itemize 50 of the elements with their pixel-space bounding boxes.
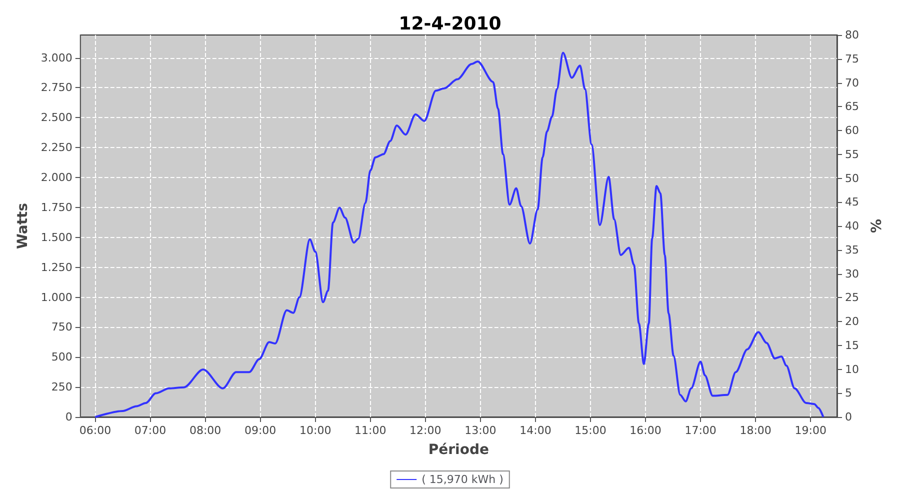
y-tick-label: 2.500: [40, 111, 72, 124]
line-series: [94, 52, 824, 418]
legend-label: ( 15,970 kWh ): [422, 473, 504, 486]
y-axis-title: Watts: [15, 202, 31, 250]
x-tick-label: 07:00: [134, 424, 166, 437]
y-tick-label: 3.000: [40, 51, 72, 64]
y2-tick-label: 70: [845, 76, 859, 90]
y2-tick-label: 10: [845, 362, 859, 376]
x-tick-label: 10:00: [300, 424, 332, 437]
x-tick-label: 16:00: [630, 424, 662, 437]
x-tick-label: 13:00: [464, 424, 496, 437]
y2-tick-label: 80: [845, 28, 859, 42]
y-tick-label: 1.750: [40, 200, 72, 214]
y2-tick-label: 30: [845, 267, 859, 280]
y-tick-label: 0: [65, 410, 72, 424]
x-tick-label: 14:00: [520, 424, 552, 437]
x-tick-label: 19:00: [794, 424, 826, 437]
y2-tick-label: 20: [845, 315, 859, 328]
y-tick-label: 750: [51, 320, 72, 334]
x-axis-title: Période: [428, 442, 489, 458]
y-tick-label: 1.000: [40, 290, 72, 304]
y2-tick-label: 0: [845, 410, 852, 424]
y-tick-label: 2.000: [40, 171, 72, 184]
y2-tick-label: 60: [845, 124, 859, 137]
x-tick-label: 06:00: [79, 424, 112, 437]
y-tick-label: 250: [51, 380, 72, 394]
y-tick-label: 1.500: [40, 230, 72, 244]
x-tick-label: 12:00: [410, 424, 442, 437]
x-tick-label: 18:00: [740, 424, 772, 437]
x-tick-label: 15:00: [574, 424, 606, 437]
y2-tick-label: 15: [845, 338, 859, 352]
chart-title: 12-4-2010: [398, 14, 502, 34]
y2-tick-label: 25: [845, 291, 859, 304]
y2-tick-label: 75: [845, 52, 859, 66]
y2-tick-label: 50: [845, 172, 859, 185]
x-tick-label: 09:00: [244, 424, 276, 437]
y2-tick-label: 5: [845, 386, 852, 400]
x-tick-label: 11:00: [354, 424, 386, 437]
x-tick-label: 08:00: [189, 424, 222, 437]
y2-tick-label: 40: [845, 220, 859, 232]
x-tick-label: 17:00: [684, 424, 716, 437]
y-tick-label: 1.250: [40, 260, 72, 274]
y-tick-label: 2.250: [40, 141, 72, 154]
y2-tick-label: 45: [845, 196, 859, 209]
y-tick-label: 2.750: [40, 81, 72, 94]
y2-tick-label: 55: [845, 148, 859, 161]
y2-tick-label: 65: [845, 100, 859, 114]
y2-tick-label: 35: [845, 243, 859, 256]
y-tick-label: 500: [51, 350, 72, 364]
y2-axis-title: %: [868, 218, 885, 234]
